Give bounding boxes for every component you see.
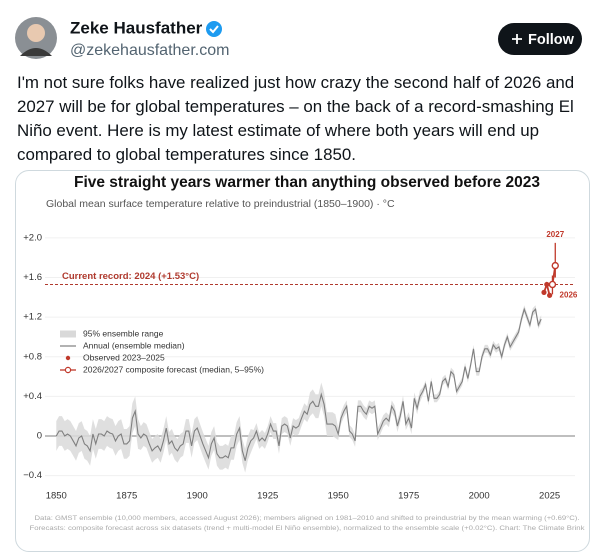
verified-check: [209, 25, 219, 34]
y-tick-label: −0.4: [23, 470, 42, 481]
x-tick-label: 1875: [116, 491, 137, 502]
y-tick-label: +2.0: [23, 232, 42, 243]
observed-point: [544, 281, 550, 288]
record-label: Current record: 2024 (+1.53°C): [62, 271, 199, 282]
follow-label[interactable]: Follow: [528, 32, 575, 48]
author-handle[interactable]: @zekehausfather.com: [70, 42, 229, 59]
x-tick-label: 2025: [539, 491, 560, 502]
y-tick-label: +0.8: [23, 351, 42, 362]
forecast-point: [548, 280, 557, 289]
x-tick-label: 1975: [398, 491, 419, 502]
y-tick-label: +1.2: [23, 312, 42, 323]
avatar-face: [27, 24, 45, 42]
y-tick-label: +1.6: [23, 272, 42, 283]
x-tick-label: 1850: [46, 491, 67, 502]
x-tick-label: 1925: [257, 491, 278, 502]
forecast-year-label: 2026: [560, 290, 578, 299]
forecast-year-label: 2027: [546, 230, 564, 239]
chart-title: Five straight years warmer than anything…: [74, 174, 540, 191]
y-tick-label: +0.4: [23, 391, 42, 402]
forecast-point: [551, 261, 559, 270]
verified-badge: [206, 21, 222, 37]
observed-point: [547, 292, 553, 298]
legend-swatch: [65, 355, 71, 361]
legend-label: Observed 2023–2025: [83, 352, 165, 362]
observed-point: [541, 289, 547, 295]
x-tick-label: 1950: [328, 491, 349, 502]
follow-button[interactable]: [498, 23, 582, 55]
x-tick-label: 2000: [469, 491, 490, 502]
author-name[interactable]: Zeke Hausfather: [70, 18, 203, 37]
chart-subtitle: Global mean surface temperature relative…: [46, 198, 395, 210]
median-line: [55, 307, 542, 461]
legend-label: 2026/2027 composite forecast (median, 5–…: [83, 364, 264, 374]
legend-swatch: [64, 366, 72, 374]
legend-swatch: [60, 330, 76, 338]
legend-label: 95% ensemble range: [83, 328, 164, 338]
legend-label: Annual (ensemble median): [83, 340, 185, 350]
follow-plus: [512, 34, 522, 44]
footnote: Forecasts: composite forecast across six…: [30, 524, 586, 532]
screen: Zeke Hausfather @zekehausfather.com Foll…: [15, 17, 586, 532]
x-tick-label: 1900: [187, 491, 208, 502]
y-tick-label: 0: [37, 430, 42, 441]
page: I'm not sure folks have realized just ho…: [15, 17, 590, 552]
avatar-body: [20, 48, 52, 56]
footnote: Data: GMST ensemble (10,000 members, acc…: [35, 514, 580, 522]
tweet-text: I'm not sure folks have realized just ho…: [17, 73, 575, 164]
